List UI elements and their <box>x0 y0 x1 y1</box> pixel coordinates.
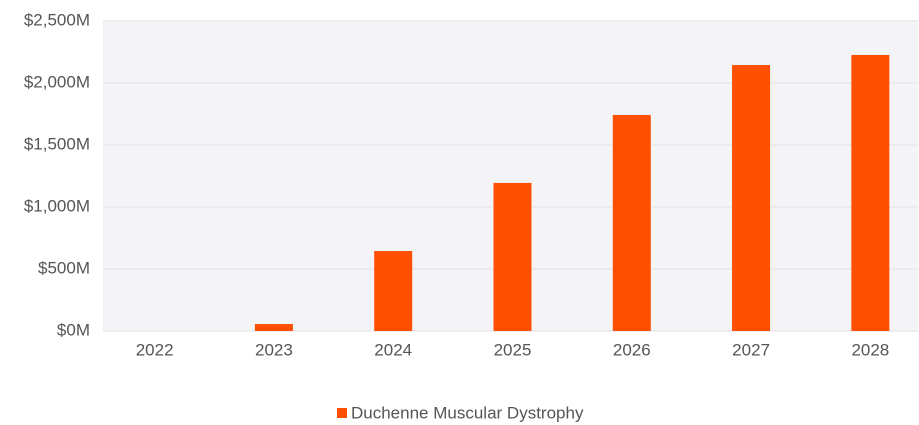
bar <box>851 54 890 331</box>
bar <box>732 65 771 332</box>
x-tick-label: 2025 <box>494 340 532 359</box>
legend-label: Duchenne Muscular Dystrophy <box>351 403 584 422</box>
y-tick-label: $2,000M <box>24 72 90 91</box>
bar <box>612 114 651 331</box>
y-tick-label: $2,500M <box>24 10 90 29</box>
x-tick-label: 2022 <box>136 340 174 359</box>
x-tick-label: 2024 <box>374 340 412 359</box>
x-tick-label: 2026 <box>613 340 651 359</box>
x-tick-label: 2023 <box>255 340 293 359</box>
x-tick-label: 2028 <box>851 340 889 359</box>
bar <box>374 251 413 331</box>
bar <box>493 182 532 331</box>
bar <box>254 324 293 331</box>
y-tick-label: $0M <box>57 320 90 339</box>
legend-swatch <box>337 408 347 418</box>
x-tick-label: 2027 <box>732 340 770 359</box>
y-tick-label: $500M <box>38 258 90 277</box>
y-tick-label: $1,000M <box>24 196 90 215</box>
y-tick-label: $1,500M <box>24 134 90 153</box>
